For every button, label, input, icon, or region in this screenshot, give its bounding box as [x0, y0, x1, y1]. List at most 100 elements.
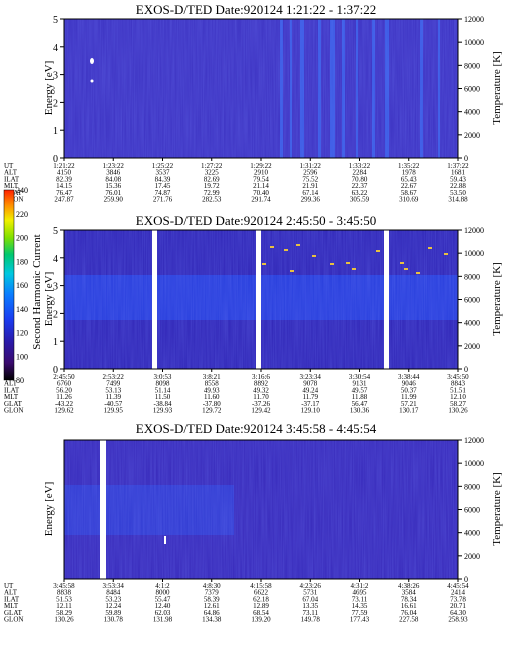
ephemeris-cell: 11.70: [253, 393, 269, 401]
ephemeris-row-label: GLAT: [4, 609, 23, 617]
ephemeris-cell: 3:23:34: [300, 373, 322, 381]
ephemeris-cell: 22.37: [352, 182, 368, 190]
ephemeris-cell: 1:25:22: [152, 162, 174, 170]
ephemeris-cell: 6622: [254, 589, 269, 597]
ephemeris-cell: 3:0:53: [154, 373, 172, 381]
ephemeris-cell: 134.38: [202, 616, 222, 624]
ephemeris-row-label: UT: [4, 582, 14, 590]
data-dot: [428, 247, 432, 249]
ephemeris-cell: 3225: [205, 169, 220, 177]
ephemeris-cell: 11.39: [106, 393, 122, 401]
ephemeris-row-label: GLAT: [4, 400, 23, 408]
panel-2-ylabel-right: Temperature [K]: [491, 262, 503, 335]
data-dot: [404, 268, 408, 270]
ephemeris-cell: 12.11: [56, 602, 72, 610]
ephemeris-cell: 53.50: [450, 189, 466, 197]
ephemeris-cell: 4:1:2: [155, 582, 170, 590]
hot-spot: [90, 79, 94, 83]
ephemeris-cell: 13.35: [302, 602, 318, 610]
ephemeris-cell: 55.47: [155, 595, 171, 603]
ephemeris-cell: 5731: [303, 589, 318, 597]
right-tick-label: 12000: [464, 15, 484, 24]
colorbar-tick-label: 220: [16, 210, 28, 219]
left-tick-label: 0: [53, 365, 58, 376]
ephemeris-cell: -40.57: [104, 400, 123, 408]
data-dot: [346, 262, 350, 264]
ephemeris-cell: 12.40: [155, 602, 171, 610]
ephemeris-cell: -37.80: [203, 400, 222, 408]
ephemeris-cell: 129.72: [202, 407, 222, 415]
ephemeris-cell: 314.88: [448, 196, 468, 204]
ephemeris-cell: 64.86: [204, 609, 220, 617]
ephemeris-cell: 73.11: [352, 595, 368, 603]
panel-2-dots: [262, 244, 448, 274]
ephemeris-row-label: ILAT: [4, 386, 20, 394]
ephemeris-cell: 22.88: [450, 182, 466, 190]
ephemeris-cell: 259.90: [104, 196, 124, 204]
streak: [318, 19, 321, 158]
ephemeris-cell: 84.08: [105, 175, 121, 183]
ephemeris-cell: 56.47: [352, 400, 368, 408]
right-tick-label: 8000: [464, 482, 480, 491]
ephemeris-cell: 57.21: [401, 400, 417, 408]
ephemeris-cell: 8843: [451, 380, 466, 388]
ephemeris-cell: 2414: [451, 589, 466, 597]
ephemeris-cell: 1:27:22: [201, 162, 223, 170]
ephemeris-cell: 6760: [57, 380, 72, 388]
ephemeris-cell: 3:8:21: [203, 373, 221, 381]
ephemeris-cell: 8892: [254, 380, 269, 388]
ephemeris-cell: 247.87: [54, 196, 74, 204]
ephemeris-cell: 70.80: [352, 175, 368, 183]
ephemeris-cell: 53.13: [105, 386, 121, 394]
left-tick-label: 1: [53, 126, 58, 137]
ephemeris-cell: 62.03: [155, 609, 171, 617]
ephemeris-cell: 310.69: [399, 196, 419, 204]
ephemeris-cell: 1:21:22: [53, 162, 75, 170]
ephemeris-cell: 271.76: [153, 196, 173, 204]
ephemeris-cell: 2:45:50: [53, 373, 75, 381]
ephemeris-cell: 149.78: [301, 616, 321, 624]
ephemeris-cell: 3:53:34: [103, 582, 125, 590]
streak: [290, 19, 292, 158]
ephemeris-cell: 299.36: [301, 196, 321, 204]
ephemeris-cell: 67.14: [302, 189, 318, 197]
ephemeris-cell: 14.15: [56, 182, 72, 190]
ephemeris-cell: 21.14: [253, 182, 269, 190]
ephemeris-cell: 68.54: [253, 609, 269, 617]
right-tick-label: 2000: [464, 342, 480, 351]
panel-3-ylabel: Energy [eV]: [43, 482, 55, 536]
panel-1-ylabel-right: Temperature [K]: [491, 51, 503, 124]
ephemeris-cell: 3537: [156, 169, 171, 177]
ephemeris-cell: 4:38:26: [398, 582, 420, 590]
ephemeris-cell: 4:23:26: [300, 582, 322, 590]
right-tick-label: 0: [464, 575, 468, 584]
ephemeris-cell: 1:33:22: [349, 162, 371, 170]
colorbar-tick-label: 160: [16, 281, 28, 290]
right-tick-label: 4000: [464, 319, 480, 328]
ephemeris-cell: 1:29:22: [250, 162, 272, 170]
ephemeris-cell: 4150: [57, 169, 72, 177]
panel-2-ylabel: Energy [eV]: [43, 272, 55, 326]
colorbar-label: Second Harmonic Current: [31, 234, 43, 349]
ephemeris-cell: 8000: [156, 589, 171, 597]
ephemeris-cell: 17.45: [155, 182, 171, 190]
ephemeris-cell: 11.79: [303, 393, 319, 401]
ephemeris-cell: 2596: [303, 169, 318, 177]
ephemeris-cell: 12.61: [204, 602, 220, 610]
colorbar-tick-label: 100: [16, 352, 28, 361]
ephemeris-cell: 11.99: [401, 393, 417, 401]
ephemeris-cell: 49.93: [204, 386, 220, 394]
ephemeris-cell: 15.36: [105, 182, 121, 190]
colorbar-tick-label: 80: [16, 376, 24, 385]
ephemeris-cell: 3:45:58: [53, 582, 75, 590]
ephemeris-cell: 78.34: [401, 595, 417, 603]
panel-3-texture: [64, 440, 458, 579]
panel-2-gap-2: [256, 230, 261, 369]
right-tick-label: 8000: [464, 272, 480, 281]
ephemeris-cell: 1681: [451, 169, 466, 177]
left-tick-label: 0: [53, 154, 58, 165]
streak: [342, 19, 345, 158]
data-dot: [312, 255, 316, 257]
streak: [420, 19, 423, 158]
